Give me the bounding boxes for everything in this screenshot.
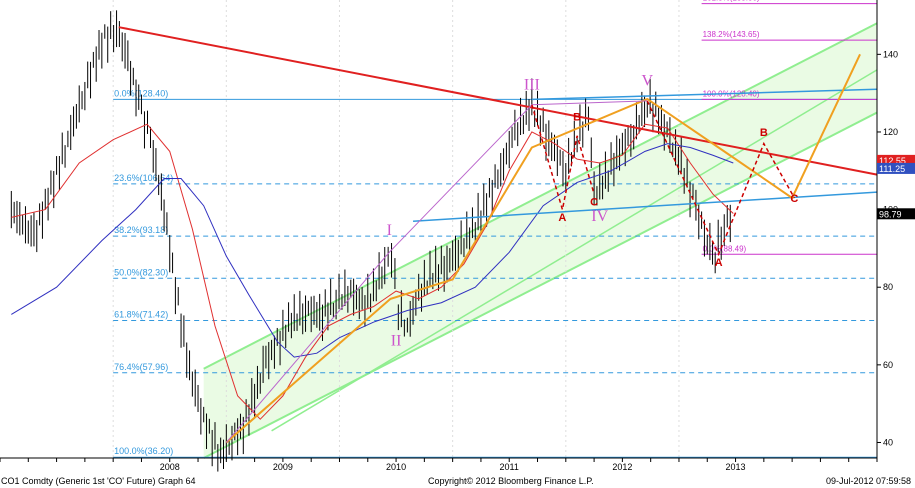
y-tick-label: 120 — [883, 127, 898, 137]
x-tick-label: 2010 — [386, 462, 406, 472]
y-tick-label: 40 — [883, 437, 893, 447]
chart-footer: CO1 Comdty (Generic 1st 'CO' Future) Gra… — [0, 476, 915, 488]
fib-retracement-label: 0.0%(128.40) — [114, 88, 168, 98]
y-tick-label: 80 — [883, 282, 893, 292]
moving-average-long — [11, 143, 734, 358]
price-tag-box — [877, 208, 915, 220]
channel-mid-line — [271, 69, 878, 432]
abc-label: B — [573, 111, 581, 123]
fib-retracement-label: 23.6%(106.64) — [114, 173, 173, 183]
drawing-layer — [118, 26, 878, 444]
x-tick-label: 2013 — [726, 462, 746, 472]
price-tag-label: 112.55 — [879, 156, 906, 166]
fib-retracement-label: 38.2%(93.18) — [114, 225, 168, 235]
fib-retracement-label: 61.8%(71.42) — [114, 310, 168, 320]
axis-layer: 406080100120140112.55111.2598.7920082009… — [0, 0, 915, 472]
abc-projection-path — [646, 100, 796, 257]
footer-security: CO1 Comdty (Generic 1st 'CO' Future) Gra… — [1, 476, 196, 486]
wave-label: V — [642, 72, 654, 89]
abc-label: A — [715, 257, 723, 269]
abc-label: C — [790, 193, 798, 205]
fib-extension-label: 161.8%(153.06) — [703, 0, 760, 3]
y-tick-label: 60 — [883, 360, 893, 370]
footer-timestamp: 09-Jul-2012 07:59:58 — [826, 476, 912, 486]
wave-label: III — [524, 76, 540, 93]
footer-copyright: Copyright© 2012 Bloomberg Finance L.P. — [428, 476, 594, 486]
wave-label: IV — [591, 208, 608, 225]
price-tag-box — [877, 162, 915, 174]
moving-averages — [11, 123, 734, 420]
abc-label: B — [760, 127, 768, 139]
x-tick-label: 2011 — [500, 462, 519, 472]
x-tick-label: 2008 — [160, 462, 180, 472]
fib-retracement-label: 100.0%(36.20) — [114, 446, 173, 456]
fib-retracement-label: 50.0%(82.30) — [114, 267, 168, 277]
grid-layer — [112, 0, 680, 458]
price-tag-label: 111.25 — [879, 164, 905, 174]
fib-extension-label: 138.2%(143.65) — [703, 30, 760, 39]
fib-retracement-label: 76.4%(57.96) — [114, 362, 168, 372]
impulse-wave-line — [225, 100, 648, 443]
resistance-line — [531, 88, 878, 101]
x-tick-label: 2012 — [612, 462, 632, 472]
wave-label: I — [387, 222, 392, 239]
fib-extension-label: 0.0%(88.49) — [703, 244, 747, 253]
channel-fill — [203, 23, 878, 458]
x-tick-label: 2009 — [273, 462, 293, 472]
channel-layer — [203, 22, 878, 459]
price-tag-box — [877, 154, 915, 166]
moving-average-short — [11, 123, 734, 420]
plot-background — [0, 0, 877, 458]
channel-lower-line — [203, 111, 878, 459]
projection-path — [225, 53, 861, 444]
y-tick-label: 140 — [883, 49, 898, 59]
abc-label: C — [590, 197, 598, 209]
downtrend-line — [118, 26, 878, 176]
abc-label: A — [558, 212, 566, 224]
price-tag-label: 98.79 — [879, 209, 902, 219]
wave-label: II — [391, 332, 402, 349]
channel-upper-line — [203, 22, 878, 370]
